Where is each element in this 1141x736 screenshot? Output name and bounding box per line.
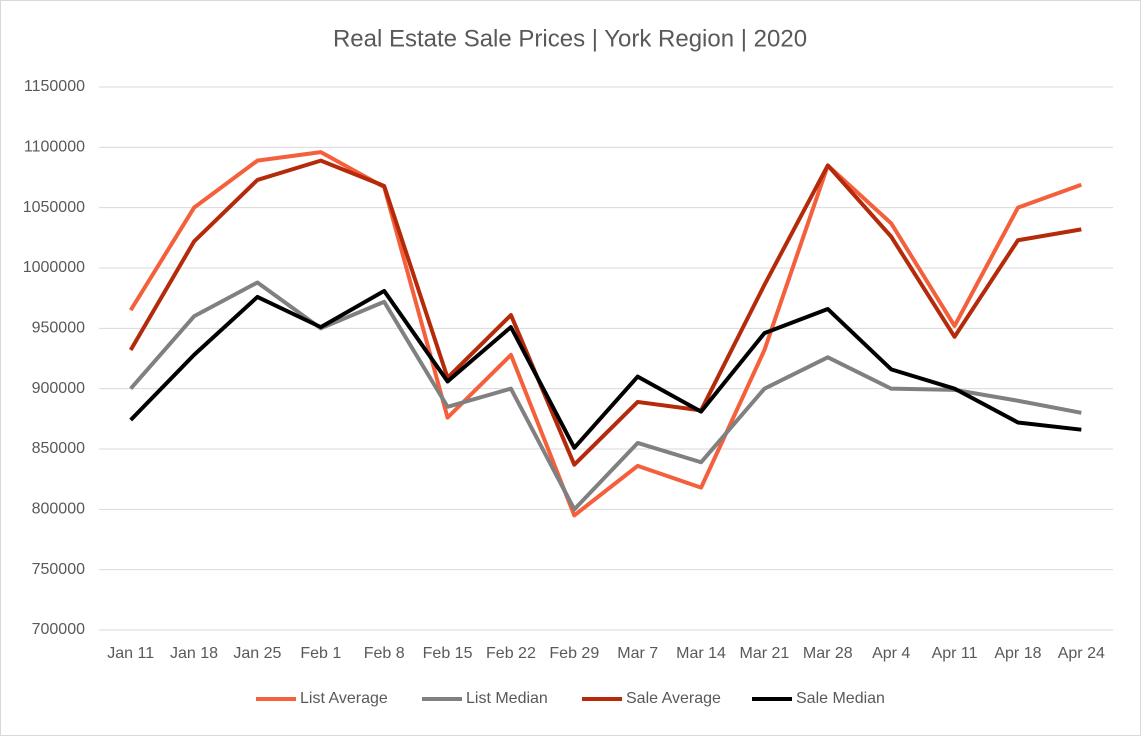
chart-title: Real Estate Sale Prices | York Region | … (333, 25, 807, 52)
series-line (128, 150, 1082, 518)
legend-label: List Median (466, 690, 548, 707)
y-tick-label: 1150000 (24, 78, 85, 95)
y-tick-label: 950000 (32, 320, 85, 337)
x-tick-label: Feb 29 (549, 645, 599, 662)
x-tick-label: Apr 4 (872, 645, 910, 662)
x-tick-label: Jan 11 (107, 645, 154, 662)
x-tick-label: Mar 14 (676, 645, 726, 662)
x-tick-label: Mar 28 (803, 645, 853, 662)
series-line (129, 288, 1082, 450)
y-tick-label: 900000 (32, 380, 85, 397)
series-line (128, 158, 1082, 467)
y-tick-label: 1050000 (23, 199, 85, 216)
x-tick-label: Apr 11 (932, 645, 978, 662)
series-line (129, 280, 1082, 512)
y-tick-label: 1000000 (23, 259, 85, 276)
y-tick-label: 850000 (32, 440, 85, 457)
x-tick-label: Apr 18 (994, 645, 1041, 662)
y-tick-label: 700000 (32, 621, 85, 638)
y-tick-label: 1100000 (24, 139, 85, 156)
legend-label: List Average (300, 690, 388, 707)
x-tick-label: Feb 8 (364, 645, 405, 662)
legend-label: Sale Median (796, 690, 885, 707)
x-tick-label: Jan 18 (170, 645, 218, 662)
legend-label: Sale Average (626, 690, 721, 707)
x-tick-label: Feb 22 (486, 645, 536, 662)
y-tick-label: 800000 (32, 501, 85, 518)
x-tick-label: Feb 1 (300, 645, 341, 662)
x-tick-label: Apr 24 (1058, 645, 1105, 662)
x-tick-label: Mar 21 (740, 645, 790, 662)
x-tick-label: Feb 15 (423, 645, 473, 662)
x-tick-label: Jan 25 (233, 645, 281, 662)
x-tick-label: Mar 7 (617, 645, 658, 662)
y-tick-label: 750000 (32, 561, 85, 578)
